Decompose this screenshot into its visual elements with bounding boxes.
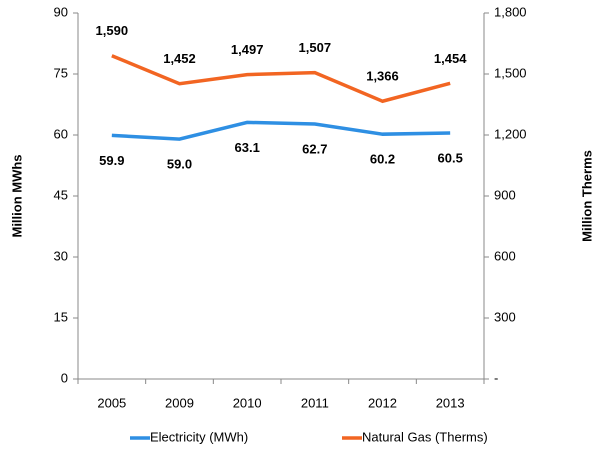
legend-label: Natural Gas (Therms) [362,429,488,444]
x-tick-label: 2013 [436,395,465,410]
y-tick-label: 75 [54,65,68,80]
legend-label: Electricity (MWh) [150,429,248,444]
y-tick-label: 60 [54,126,68,141]
line [111,120,451,141]
data-label: 62.7 [302,141,327,156]
y-tick-label: 90 [54,4,68,19]
data-label: 1,590 [96,23,129,38]
x-tick-label: 2005 [97,395,126,410]
x-tick-label: 2010 [233,395,262,410]
y2-tick-label: - [494,370,498,385]
data-label: 59.9 [99,153,124,168]
data-label: 60.2 [370,152,395,167]
data-label: 1,366 [366,69,399,84]
x-tick-label: 2012 [368,395,397,410]
data-label: 1,452 [163,51,196,66]
data-label: 1,507 [299,40,332,55]
x-tick-label: 2011 [301,395,329,410]
data-label: 1,454 [434,51,467,66]
y2-axis-title: Million Therms [579,150,594,242]
line [111,54,451,104]
y-tick-label: 30 [54,248,68,263]
y2-tick-label: 1,500 [494,65,527,80]
y2-tick-label: 1,200 [494,126,527,141]
y2-tick-label: 300 [494,309,516,324]
data-label: 1,497 [231,42,264,57]
y-tick-label: 45 [54,187,68,202]
data-label: 59.0 [167,157,192,172]
y-axis-title: Million MWhs [9,154,24,237]
data-label: 63.1 [235,140,260,155]
x-tick-label: 2009 [165,395,194,410]
data-label: 60.5 [438,150,463,165]
y2-tick-label: 1,800 [494,4,527,19]
y2-tick-label: 900 [494,187,516,202]
y-tick-label: 15 [54,309,68,324]
y2-tick-label: 600 [494,248,516,263]
y-tick-label: 0 [61,370,68,385]
